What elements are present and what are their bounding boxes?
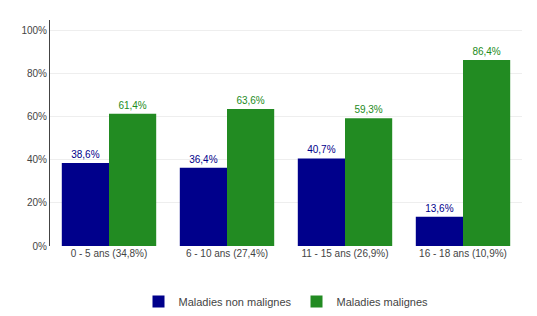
svg-text:59,3%: 59,3% [354,104,382,115]
svg-text:16 - 18 ans (10,9%): 16 - 18 ans (10,9%) [419,248,507,259]
svg-text:80%: 80% [27,68,47,79]
svg-text:Maladies malignes: Maladies malignes [337,296,429,308]
svg-text:100%: 100% [21,25,47,36]
svg-text:36,4%: 36,4% [189,154,217,165]
svg-text:38,6%: 38,6% [71,149,99,160]
svg-text:11 - 15 ans (26,9%): 11 - 15 ans (26,9%) [301,248,388,259]
svg-text:61,4%: 61,4% [118,100,146,111]
svg-text:20%: 20% [27,197,47,208]
svg-text:Maladies non malignes: Maladies non malignes [179,296,292,308]
svg-text:40,7%: 40,7% [307,144,335,155]
svg-text:13,6%: 13,6% [425,203,453,214]
svg-text:0%: 0% [33,241,48,252]
svg-text:86,4%: 86,4% [472,46,500,57]
svg-text:63,6%: 63,6% [236,95,264,106]
svg-text:0 - 5 ans (34,8%): 0 - 5 ans (34,8%) [71,248,148,259]
svg-text:60%: 60% [27,111,47,122]
svg-text:40%: 40% [27,154,47,165]
svg-text:6 - 10 ans (27,4%): 6 - 10 ans (27,4%) [186,248,268,259]
